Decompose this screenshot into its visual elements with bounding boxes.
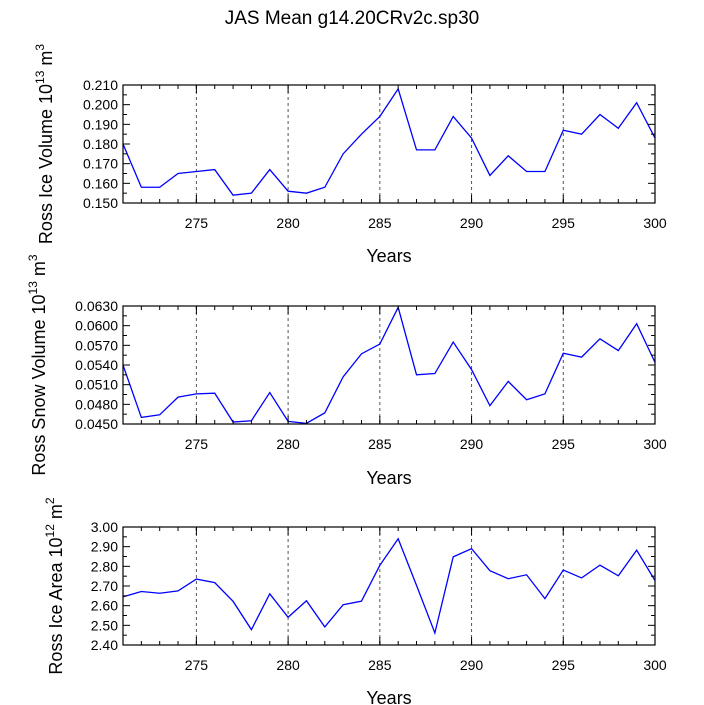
x-tick-label: 295 [552, 436, 576, 452]
x-tick-label: 300 [643, 215, 667, 231]
y-tick-label: 2.40 [91, 637, 118, 653]
y-axis-title: Ross Ice Volume 1013 m3 [33, 44, 56, 244]
y-axis-title-exp: 13 [26, 281, 40, 295]
y-axis-title-unit-exp: 2 [43, 497, 57, 504]
x-axis-title: Years [366, 688, 411, 705]
y-axis-title-exp: 12 [43, 524, 57, 538]
series-line-ice-volume [122, 87, 656, 196]
plot-frame [122, 526, 656, 646]
x-tick-label: 295 [552, 215, 576, 231]
y-tick-label: 0.0450 [75, 416, 118, 432]
x-tick-label: 290 [460, 657, 484, 673]
x-tick-label: 275 [185, 436, 209, 452]
x-tick-label: 285 [368, 657, 392, 673]
y-axis-title-main: Ross Snow Volume 10 [29, 294, 49, 475]
panel-snow-volume: 0.0450 0.0480 0.0510 0.0540 0.0570 0.0600 0.06… [26, 254, 667, 488]
x-tick-label: 280 [276, 436, 300, 452]
x-tick-label: 290 [460, 436, 484, 452]
y-tick-label: 0.170 [83, 156, 118, 172]
series-line-ice-area [122, 537, 656, 636]
y-tick-label: 0.210 [83, 77, 118, 93]
y-tick-label: 0.0480 [75, 396, 118, 412]
panel-ice-area: 2.40 2.50 2.60 2.70 2.80 2.90 3.00 275 280 285 290… [43, 497, 667, 705]
y-tick-label: 2.70 [91, 578, 118, 594]
y-tick-label: 0.0630 [75, 298, 118, 314]
y-axis-title-unit: m [29, 261, 49, 281]
y-tick-label: 0.0600 [75, 318, 118, 334]
y-tick-label: 2.50 [91, 617, 118, 633]
y-axis-title-main: Ross Ice Volume 10 [36, 84, 56, 244]
y-axis-title-main: Ross Ice Area 10 [46, 537, 66, 674]
y-tick-label: 2.60 [91, 598, 118, 614]
y-tick-label: 0.0510 [75, 377, 118, 393]
y-tick-label: 0.0540 [75, 357, 118, 373]
y-tick-label: 0.0570 [75, 337, 118, 353]
panel-ice-volume: 0.150 0.160 0.170 0.180 0.190 0.200 0.210 275 28… [33, 44, 667, 266]
y-axis-title: Ross Snow Volume 1013 m3 [26, 254, 49, 475]
y-axis-title-exp: 13 [33, 70, 47, 84]
x-tick-label: 295 [552, 657, 576, 673]
y-tick-label: 3.00 [91, 519, 118, 535]
series-line-snow-volume [122, 305, 656, 425]
y-tick-label: 0.180 [83, 136, 118, 152]
x-tick-label: 275 [185, 657, 209, 673]
y-tick-label: 0.150 [83, 195, 118, 211]
y-axis-title-unit-exp: 3 [33, 44, 47, 51]
chart-title: JAS Mean g14.20CRv2c.sp30 [224, 8, 480, 29]
x-axis-title: Years [366, 246, 411, 266]
x-tick-label: 300 [643, 436, 667, 452]
x-tick-label: 275 [185, 215, 209, 231]
y-tick-label: 2.80 [91, 558, 118, 574]
y-axis-title-unit: m [36, 51, 56, 71]
y-axis-title: Ross Ice Area 1012 m2 [43, 497, 66, 674]
x-tick-label: 280 [276, 657, 300, 673]
x-tick-label: 285 [368, 215, 392, 231]
y-tick-label: 0.200 [83, 97, 118, 113]
y-axis-title-unit: m [46, 504, 66, 524]
x-tick-label: 285 [368, 436, 392, 452]
x-tick-label: 290 [460, 215, 484, 231]
plot-frame [122, 305, 656, 425]
x-axis-title: Years [366, 468, 411, 488]
x-tick-label: 280 [276, 215, 300, 231]
y-tick-label: 0.160 [83, 175, 118, 191]
x-tick-label: 300 [643, 657, 667, 673]
y-axis-title-unit-exp: 3 [26, 254, 40, 261]
y-tick-label: 2.90 [91, 539, 118, 555]
y-tick-label: 0.190 [83, 116, 118, 132]
